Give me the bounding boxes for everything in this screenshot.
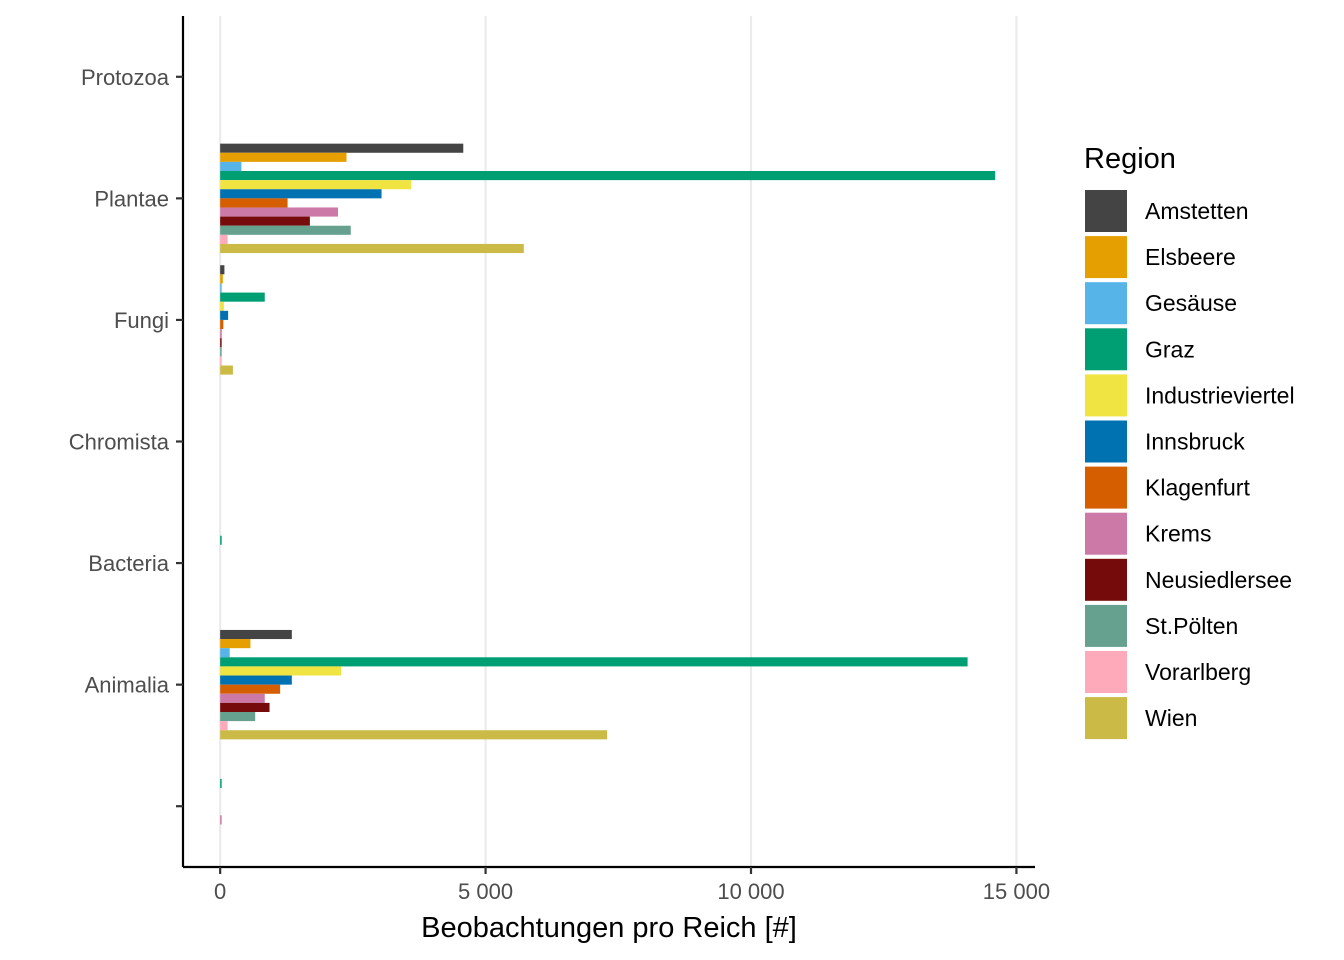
bar-elsbeere-animalia — [220, 639, 251, 649]
legend-key-amstetten — [1085, 190, 1127, 232]
y-tick-label: Animalia — [85, 673, 170, 698]
legend-key-klagenfurt — [1085, 466, 1127, 509]
bar-st-p-lten-animalia — [220, 711, 256, 722]
bar-krems-blank — [220, 815, 222, 825]
bar-wien-animalia — [220, 730, 608, 740]
bar-ges-use-animalia — [220, 648, 230, 658]
bar-amstetten-animalia — [220, 629, 292, 640]
bar-ges-use-fungi — [220, 283, 222, 293]
y-tick-label: Protozoa — [81, 65, 170, 90]
legend-key-industrieviertel — [1085, 374, 1127, 417]
x-tick-label: 5 000 — [458, 879, 513, 904]
legend-title: Region — [1084, 143, 1176, 175]
bar-neusiedlersee-plantae — [220, 216, 310, 226]
bar-amstetten-plantae — [220, 143, 464, 153]
axes-layer: 0 5 000 10 000 15 000 Animalia Bacteria Chromi… — [69, 16, 1050, 904]
bar-st-p-lten-fungi — [220, 347, 222, 357]
x-axis-title: Beobachtungen pro Reich [#] — [421, 912, 797, 944]
y-tick-label: Chromista — [69, 430, 170, 455]
x-tick-label: 15 000 — [983, 879, 1050, 904]
legend-label-innsbruck: Innsbruck — [1145, 429, 1245, 455]
bar-vorarlberg-plantae — [220, 234, 228, 244]
bar-st-p-lten-plantae — [220, 225, 351, 235]
bar-krems-fungi — [220, 329, 222, 339]
bar-graz-plantae — [220, 171, 996, 181]
bar-innsbruck-fungi — [220, 310, 229, 320]
legend-key-wien — [1085, 697, 1127, 740]
y-tick-label: Plantae — [94, 186, 169, 211]
bar-klagenfurt-plantae — [220, 198, 288, 208]
legend-key-neusiedlersee — [1085, 558, 1127, 601]
legend-key-krems — [1085, 512, 1127, 555]
legend-key-vorarlberg — [1085, 651, 1127, 693]
legend-label-krems: Krems — [1145, 521, 1211, 547]
bar-vorarlberg-animalia — [220, 721, 228, 731]
bar-elsbeere-fungi — [220, 274, 223, 284]
bar-industrieviertel-fungi — [220, 301, 224, 311]
x-tick-label: 10 000 — [717, 879, 784, 904]
bar-klagenfurt-animalia — [220, 684, 281, 694]
bar-wien-fungi — [220, 365, 233, 375]
legend-label-neusiedlersee: Neusiedlersee — [1145, 567, 1292, 593]
bar-wien-plantae — [220, 243, 524, 254]
legend-label-vorarlberg: Vorarlberg — [1145, 659, 1251, 685]
bar-industrieviertel-plantae — [220, 180, 412, 190]
legend-label-amstetten: Amstetten — [1145, 198, 1249, 224]
bar-graz-bacteria — [220, 535, 222, 545]
legend-key-ges-use — [1085, 282, 1127, 325]
legend-label-graz: Graz — [1145, 336, 1195, 362]
bar-vorarlberg-fungi — [220, 356, 222, 366]
legend-label-wien: Wien — [1145, 705, 1197, 731]
bar-neusiedlersee-fungi — [220, 338, 222, 348]
legend-label-st-p-lten: St.Pölten — [1145, 613, 1238, 639]
legend-label-elsbeere: Elsbeere — [1145, 244, 1236, 270]
bar-elsbeere-plantae — [220, 152, 347, 162]
bar-graz-animalia — [220, 657, 968, 667]
bar-innsbruck-animalia — [220, 675, 292, 685]
legend-label-klagenfurt: Klagenfurt — [1145, 475, 1250, 501]
bar-industrieviertel-animalia — [220, 666, 342, 676]
bar-klagenfurt-fungi — [220, 319, 224, 330]
legend: Region Amstetten Elsbeere Gesäuse Graz Indus… — [1084, 143, 1295, 740]
legend-label-industrieviertel: Industrieviertel — [1145, 382, 1295, 408]
legend-label-ges-use: Gesäuse — [1145, 290, 1237, 316]
y-tick-label: Bacteria — [88, 551, 169, 576]
bar-krems-plantae — [220, 207, 339, 217]
bar-innsbruck-plantae — [220, 189, 382, 199]
x-tick-label: 0 — [214, 879, 226, 904]
bar-amstetten-fungi — [220, 265, 225, 275]
legend-key-innsbruck — [1085, 420, 1127, 463]
bar-graz-blank — [220, 778, 222, 788]
bar-neusiedlersee-animalia — [220, 702, 270, 712]
legend-key-elsbeere — [1085, 236, 1127, 279]
bar-graz-fungi — [220, 292, 265, 302]
legend-key-st-p-lten — [1085, 604, 1127, 647]
bar-ges-use-plantae — [220, 161, 242, 172]
y-tick-label: Fungi — [114, 308, 169, 333]
legend-key-graz — [1085, 328, 1127, 371]
bars-layer — [220, 143, 996, 825]
bar-krems-animalia — [220, 693, 265, 703]
